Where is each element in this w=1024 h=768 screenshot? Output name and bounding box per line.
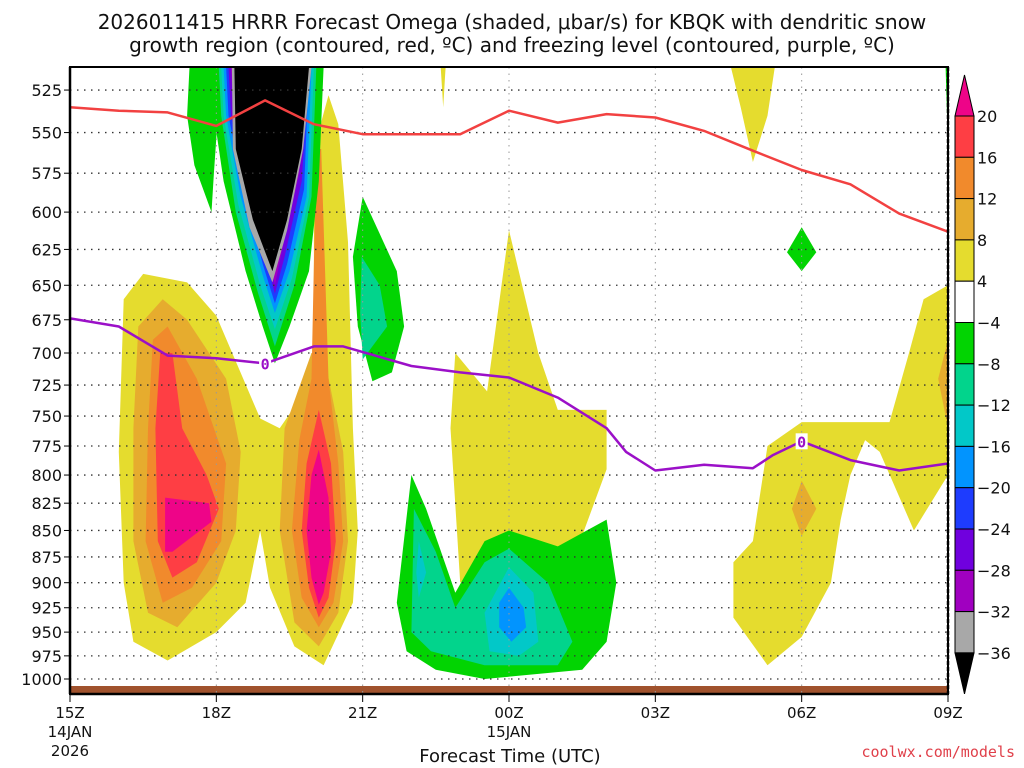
y-tick-label: 975 bbox=[31, 647, 62, 666]
y-tick-label: 625 bbox=[31, 240, 62, 259]
contour-label-bg bbox=[259, 355, 272, 372]
shaded-region-orange-diamond-06z bbox=[791, 480, 817, 536]
colorbar-label: −12 bbox=[977, 396, 1011, 415]
y-tick-label: 900 bbox=[31, 574, 62, 593]
y-tick-label: 825 bbox=[31, 494, 62, 513]
contour-label-bg bbox=[795, 433, 808, 450]
y-tick-label: 650 bbox=[31, 276, 62, 295]
chart-title-line1: 2026011415 HRRR Forecast Omega (shaded, … bbox=[98, 10, 927, 34]
x-tick-label: 09Z bbox=[933, 704, 962, 722]
x-tick-label: 2026 bbox=[51, 742, 89, 760]
y-tick-label: 925 bbox=[31, 599, 62, 618]
x-tick-label: 06Z bbox=[787, 704, 816, 722]
colorbar-bottom-arrow bbox=[954, 652, 975, 695]
y-tick-label: 1000 bbox=[21, 670, 62, 689]
colorbar-top-arrow bbox=[954, 74, 975, 117]
colorbar-label: 20 bbox=[977, 107, 997, 126]
shaded-region-yellow-06z-top bbox=[730, 67, 775, 162]
colorbar-label: −32 bbox=[977, 603, 1011, 622]
chart-title-line2: growth region (contoured, red, ºC) and f… bbox=[129, 33, 895, 57]
x-tick-label: 03Z bbox=[641, 704, 670, 722]
colorbar-label: −16 bbox=[977, 437, 1011, 456]
y-tick-label: 775 bbox=[31, 437, 62, 456]
colorbar-bin bbox=[954, 528, 975, 571]
colorbar-label: 4 bbox=[977, 272, 987, 291]
x-tick-label: 15Z bbox=[55, 704, 84, 722]
contour-dendritic-growth-zone bbox=[70, 99, 948, 233]
colorbar: 20 16 12 8 4 −4 −8 −12 −16 −20 −24 −28 −32 −36 bbox=[954, 74, 1011, 695]
shaded-region-sinking-magenta-1 bbox=[165, 497, 212, 552]
x-tick-label: 18Z bbox=[202, 704, 231, 722]
x-tick-label: 00Z bbox=[494, 704, 523, 722]
colorbar-bin bbox=[954, 445, 975, 489]
contour-label: 0 bbox=[797, 433, 806, 451]
colorbar-bin bbox=[954, 115, 975, 158]
colorbar-label: −36 bbox=[977, 644, 1011, 663]
x-tick-label: 15JAN bbox=[487, 723, 532, 741]
omega-shading bbox=[118, 67, 948, 679]
y-tick-label: 950 bbox=[31, 623, 62, 642]
shaded-region-orange-right-edge bbox=[938, 339, 948, 429]
contour-lines: 00 bbox=[70, 99, 948, 472]
colorbar-label: −4 bbox=[977, 314, 1001, 333]
shaded-region-teal-blob-21z bbox=[360, 256, 388, 360]
colorbar-label: 12 bbox=[977, 190, 997, 209]
colorbar-label: 8 bbox=[977, 231, 987, 250]
colorbar-bin bbox=[954, 487, 975, 530]
credit-text: coolwx.com/models bbox=[861, 743, 1015, 761]
y-tick-label: 850 bbox=[31, 521, 62, 540]
grid-lines bbox=[70, 67, 948, 694]
colorbar-bin bbox=[954, 198, 975, 241]
shaded-region-sinking-magenta-2 bbox=[306, 449, 331, 605]
colorbar-bin bbox=[954, 322, 975, 365]
colorbar-label: 16 bbox=[977, 148, 997, 167]
shaded-region-yellow-00z-top bbox=[440, 67, 446, 108]
colorbar-bin bbox=[954, 156, 975, 200]
x-axis-label: Forecast Time (UTC) bbox=[419, 746, 600, 767]
shaded-region-blue-low-00z bbox=[499, 587, 527, 642]
colorbar-label: −20 bbox=[977, 479, 1011, 498]
y-tick-label: 875 bbox=[31, 548, 62, 567]
y-tick-label: 550 bbox=[31, 124, 62, 143]
x-tick-label: 14JAN bbox=[48, 723, 93, 741]
terrain-bar bbox=[70, 686, 948, 694]
colorbar-bin bbox=[954, 569, 975, 613]
x-tick-label: 21Z bbox=[348, 704, 377, 722]
y-axis: 525 550 575 600 625 650 675 700 725 750 775 800 825 8… bbox=[21, 67, 950, 694]
contour-label: 0 bbox=[261, 355, 270, 373]
colorbar-bin bbox=[954, 363, 975, 406]
y-tick-label: 675 bbox=[31, 311, 62, 330]
shaded-region-yellow-00z bbox=[450, 230, 607, 583]
y-tick-label: 750 bbox=[31, 407, 62, 426]
colorbar-bin bbox=[954, 239, 975, 282]
colorbar-bin bbox=[954, 404, 975, 447]
contour-freezing-level bbox=[70, 317, 948, 472]
y-tick-label: 525 bbox=[31, 81, 62, 100]
y-tick-label: 725 bbox=[31, 376, 62, 395]
shaded-region-cyan-low-00z bbox=[416, 541, 427, 598]
colorbar-label: −28 bbox=[977, 561, 1011, 580]
colorbar-label: −8 bbox=[977, 355, 1001, 374]
shaded-region-updraft-core-black-2 bbox=[234, 67, 309, 272]
colorbar-label: −24 bbox=[977, 520, 1011, 539]
colorbar-bin bbox=[954, 280, 975, 324]
y-tick-label: 575 bbox=[31, 164, 62, 183]
colorbar-bin bbox=[954, 611, 975, 654]
y-tick-label: 700 bbox=[31, 344, 62, 363]
y-tick-label: 800 bbox=[31, 466, 62, 485]
y-tick-label: 600 bbox=[31, 203, 62, 222]
